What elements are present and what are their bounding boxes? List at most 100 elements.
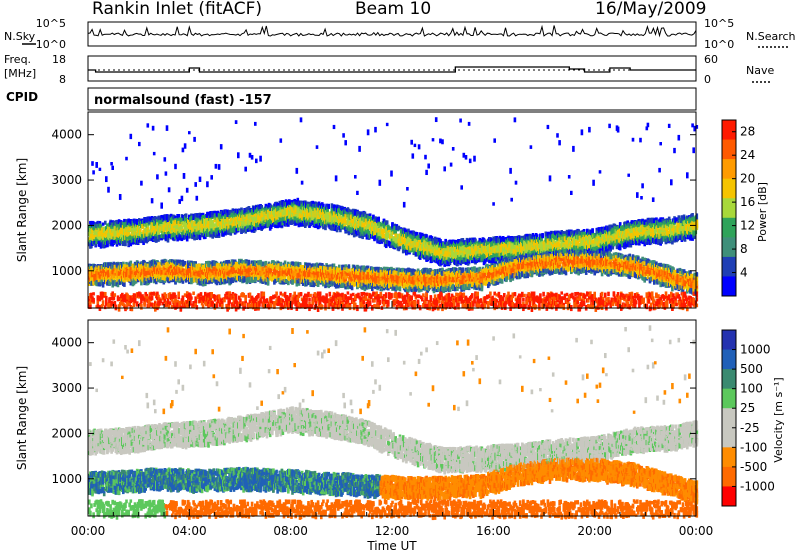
beam-title: Beam 10 [355, 0, 431, 19]
heatmap-cell [165, 171, 168, 175]
heatmap-cell [218, 164, 221, 170]
heatmap-cell [254, 122, 257, 126]
heatmap-cell [257, 293, 260, 298]
heatmap-cell [188, 131, 191, 134]
nave-label: Nave [746, 64, 774, 77]
heatmap-cell [181, 196, 184, 201]
heatmap-cell [193, 137, 196, 142]
heatmap-cell [92, 170, 95, 174]
heatmap-cell [174, 164, 177, 169]
heatmap-cell [168, 187, 171, 192]
nsky-tick-top: 10^5 [36, 17, 66, 30]
heatmap-cell [115, 305, 118, 311]
heatmap-cell [196, 196, 199, 201]
heatmap-cell [104, 292, 107, 296]
date-title: 16/May/2009 [595, 0, 707, 19]
heatmap-cell [143, 302, 146, 306]
heatmap-cell [104, 305, 107, 309]
heatmap-cell [91, 161, 94, 166]
heatmap-cell [251, 155, 254, 160]
heatmap-cell [259, 156, 262, 162]
cpid-label: CPID [6, 90, 38, 104]
nsky-label: N.Sky [4, 30, 36, 43]
nave-tick-bottom: 0 [704, 73, 711, 86]
heatmap-cell [102, 300, 105, 306]
heatmap-cell [174, 295, 177, 298]
heatmap-cell [210, 175, 213, 180]
nsky-series [88, 26, 696, 37]
heatmap-cell [300, 117, 303, 122]
heatmap-cell [300, 292, 303, 296]
heatmap-cell [301, 181, 304, 185]
radar-title: Rankin Inlet (fitACF) [92, 0, 262, 19]
heatmap-cell [130, 134, 133, 139]
heatmap-cell [244, 295, 247, 301]
heatmap-cell [289, 293, 292, 297]
heatmap-cell [316, 145, 319, 149]
heatmap-cell [166, 125, 169, 131]
freq-panel: 18 8 60 0 Freq. [MHz] Nave [4, 53, 774, 86]
cpid-value: normalsound (fast) -157 [94, 93, 272, 108]
nsearch-tick-top: 10^5 [704, 17, 734, 30]
heatmap-cell [119, 194, 122, 200]
heatmap-cell [186, 188, 189, 193]
nsky-panel: 10^5 10^0 10^5 10^0 N.Sky N.Search [4, 17, 796, 51]
heatmap-cell [169, 301, 172, 305]
heatmap-cell [237, 152, 240, 158]
heatmap-cell [156, 174, 159, 179]
heatmap-cell [177, 292, 180, 298]
nave-tick-top: 60 [704, 53, 718, 66]
heatmap-cell [95, 162, 98, 168]
heatmap-cell [107, 187, 110, 193]
heatmap-cell [160, 203, 163, 209]
heatmap-cell [220, 144, 223, 149]
heatmap-cell [280, 138, 283, 142]
heatmap-cell [99, 168, 102, 171]
heatmap-cell [92, 298, 95, 303]
heatmap-cell [151, 296, 154, 300]
heatmap-cell [296, 168, 299, 174]
heatmap-cell [110, 162, 113, 165]
nsky-tick-bottom: 10^0 [36, 38, 66, 51]
heatmap-cell [111, 166, 114, 170]
heatmap-cell [138, 142, 141, 146]
heatmap-cell [151, 198, 154, 203]
freq-unit: [MHz] [4, 67, 36, 80]
nsearch-label: N.Search [746, 30, 796, 43]
heatmap-cell [105, 176, 108, 182]
heatmap-cell [194, 182, 197, 187]
heatmap-cell [92, 292, 95, 295]
heatmap-cell [255, 159, 258, 164]
heatmap-cell [147, 123, 150, 127]
freq-tick-bottom: 8 [59, 73, 66, 86]
heatmap-cell [308, 298, 311, 302]
heatmap-cell [244, 167, 247, 172]
freq-tick-top: 18 [52, 53, 66, 66]
heatmap-cell [248, 261, 251, 265]
heatmap-cell [183, 173, 186, 179]
heatmap-cell [153, 152, 156, 155]
heatmap-cell [263, 292, 266, 297]
heatmap-cell [136, 303, 139, 307]
heatmap-cell [140, 181, 143, 186]
freq-label: Freq. [4, 53, 31, 66]
heatmap-cell [196, 305, 199, 309]
heatmap-cell [305, 298, 308, 302]
heatmap-cell [192, 292, 195, 296]
heatmap-cell [190, 296, 193, 299]
heatmap-cell [280, 262, 283, 266]
heatmap-cell [184, 143, 187, 148]
heatmap-cell [215, 164, 218, 169]
nsearch-tick-bottom: 10^0 [704, 38, 734, 51]
heatmap-cell [206, 181, 209, 187]
heatmap-cell [309, 294, 312, 297]
heatmap-cell [216, 304, 219, 308]
heatmap-cell [164, 157, 167, 161]
heatmap-cell [275, 292, 278, 296]
heatmap-cell [105, 298, 108, 302]
heatmap-cell [199, 177, 202, 182]
heatmap-cell [235, 120, 238, 124]
heatmap-cell [140, 304, 143, 310]
